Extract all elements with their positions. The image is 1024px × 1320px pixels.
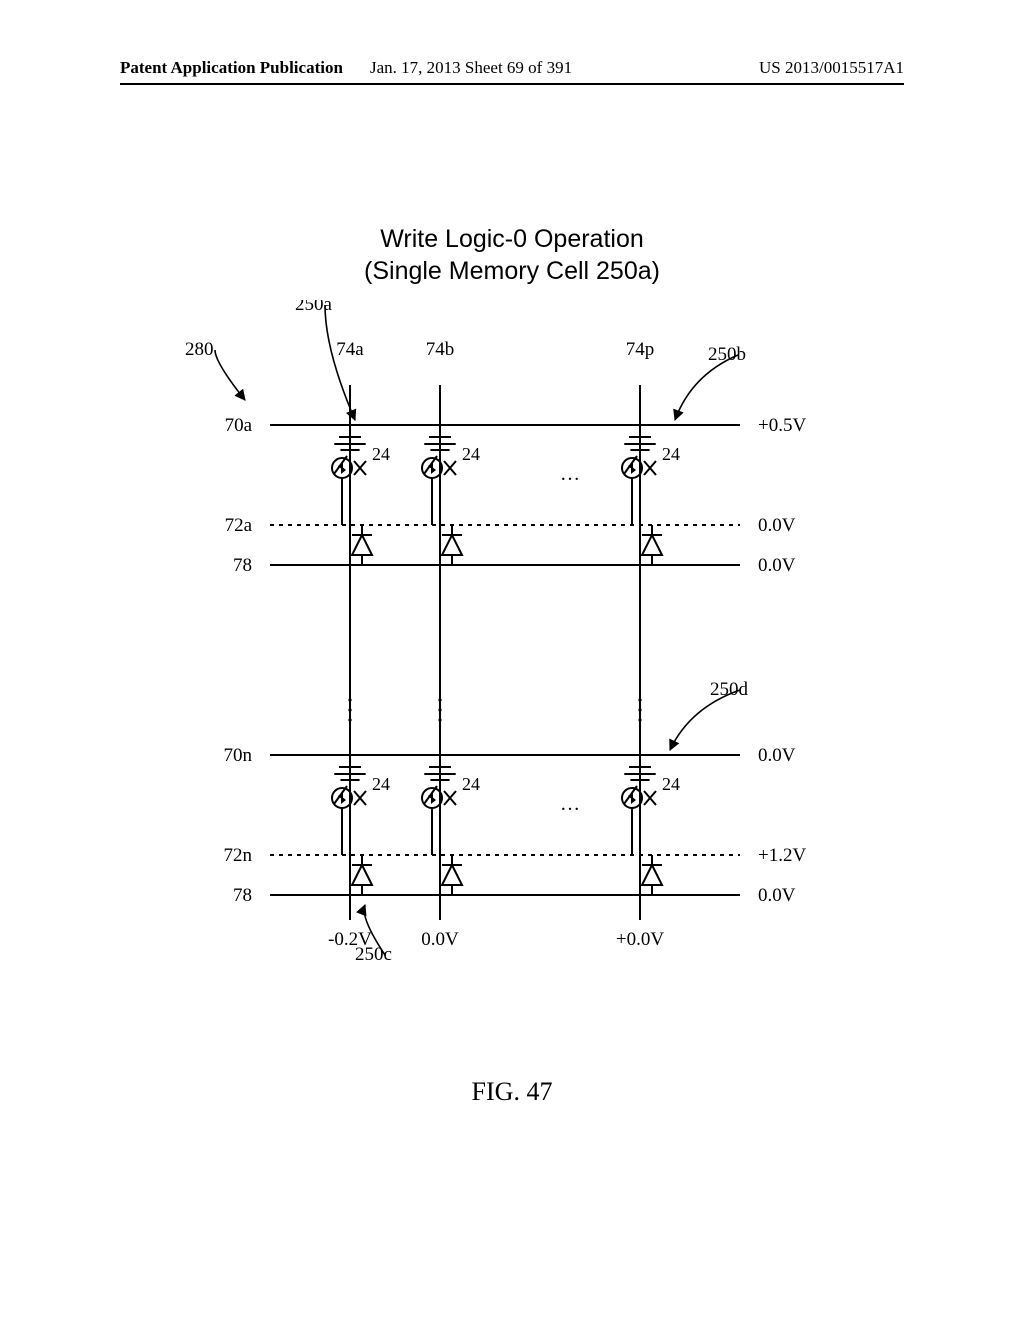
svg-text:78: 78	[233, 555, 252, 576]
svg-text:+1.2V: +1.2V	[758, 845, 806, 866]
svg-text:24: 24	[462, 774, 480, 794]
svg-text:250b: 250b	[708, 344, 746, 365]
svg-text:24: 24	[662, 444, 680, 464]
header-left: Patent Application Publication	[120, 58, 343, 78]
svg-text:+0.5V: +0.5V	[758, 415, 806, 436]
figure-caption: FIG. 47	[0, 1077, 1024, 1107]
svg-text:70n: 70n	[224, 745, 253, 766]
svg-text:24: 24	[372, 774, 390, 794]
svg-text:+0.0V: +0.0V	[616, 929, 664, 950]
svg-text:0.0V: 0.0V	[758, 745, 796, 766]
svg-text:74b: 74b	[426, 339, 455, 360]
svg-text:…: …	[560, 463, 580, 485]
svg-text:24: 24	[372, 444, 390, 464]
header-rule	[120, 83, 904, 85]
diagram-title: Write Logic-0 Operation	[0, 225, 1024, 254]
svg-text:250c: 250c	[355, 944, 392, 965]
svg-text:72a: 72a	[225, 515, 253, 536]
svg-text:0.0V: 0.0V	[421, 929, 459, 950]
svg-text:78: 78	[233, 885, 252, 906]
svg-text:24: 24	[662, 774, 680, 794]
svg-text:250d: 250d	[710, 679, 749, 700]
svg-text:…: …	[560, 793, 580, 815]
svg-text:0.0V: 0.0V	[758, 885, 796, 906]
svg-text:0.0V: 0.0V	[758, 555, 796, 576]
page: Patent Application Publication Jan. 17, …	[0, 0, 1024, 1320]
svg-text:70a: 70a	[225, 415, 253, 436]
svg-text:72n: 72n	[224, 845, 253, 866]
svg-text:280: 280	[185, 339, 214, 360]
svg-text:74p: 74p	[626, 339, 655, 360]
header-right: US 2013/0015517A1	[759, 58, 904, 78]
svg-text:24: 24	[462, 444, 480, 464]
svg-text:74a: 74a	[336, 339, 364, 360]
diagram-subtitle: (Single Memory Cell 250a)	[0, 257, 1024, 286]
svg-text:0.0V: 0.0V	[758, 515, 796, 536]
circuit-diagram: 24 24 24 24 24 24 74a 74b 74p 70a 72a 78 +0.5V 0.0V 0.…	[150, 300, 870, 1000]
header-center: Jan. 17, 2013 Sheet 69 of 391	[370, 58, 572, 78]
svg-text:250a: 250a	[295, 300, 333, 315]
